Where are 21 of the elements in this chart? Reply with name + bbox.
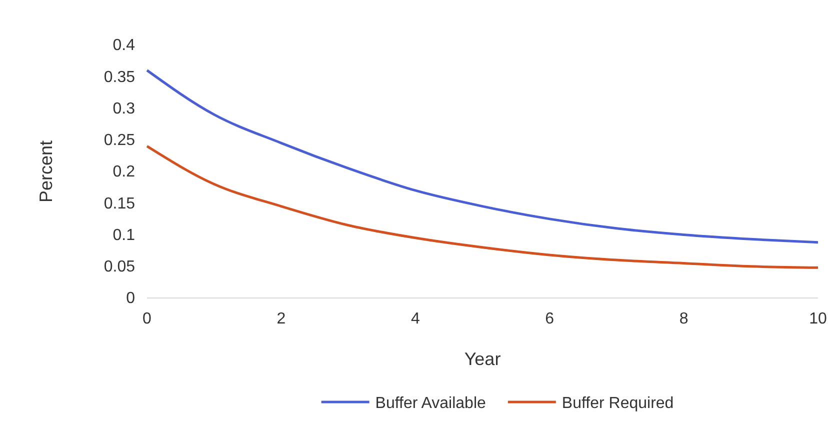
y-axis-title: Percent [36, 140, 56, 203]
x-axis-title: Year [464, 349, 501, 369]
y-tick-label: 0.05 [104, 258, 136, 276]
x-tick-label: 4 [410, 310, 420, 328]
y-tick-label: 0.3 [112, 100, 136, 118]
x-tick-label: 8 [679, 310, 688, 328]
y-tick-label: 0.1 [112, 226, 136, 244]
x-tick-label: 6 [545, 310, 554, 328]
y-tick-label: 0.35 [104, 68, 136, 86]
legend-label: Buffer Required [562, 395, 674, 412]
y-tick-label: 0.2 [112, 164, 136, 181]
y-tick-label: 0.15 [104, 195, 136, 212]
x-tick-label: 0 [142, 310, 152, 328]
line-series [146, 69, 820, 244]
x-tick-label: 10 [809, 310, 827, 328]
legend-label: Buffer Available [375, 395, 486, 412]
y-tick-label: 0 [126, 290, 136, 308]
line-series [146, 144, 820, 269]
x-tick-label: 2 [276, 310, 286, 328]
y-tick-label: 0.25 [104, 132, 136, 149]
y-tick-label: 0.4 [112, 37, 136, 54]
